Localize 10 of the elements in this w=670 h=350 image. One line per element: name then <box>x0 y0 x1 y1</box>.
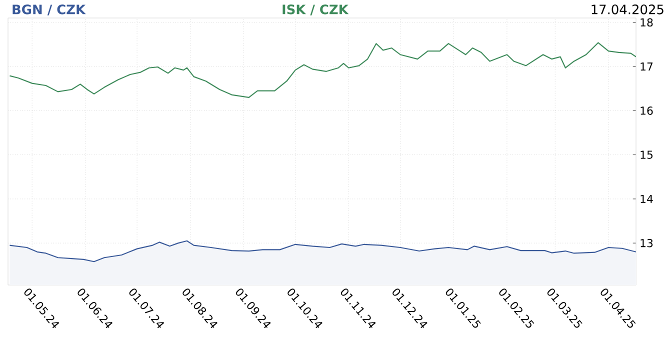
y-tick-label: 16 <box>640 106 653 115</box>
line-series <box>9 42 636 98</box>
text: BGN / CZK <box>12 4 86 16</box>
y-tick-label: 17 <box>640 62 653 71</box>
text: ISK / CZK <box>282 4 349 16</box>
y-tick-label: 14 <box>640 194 653 203</box>
text: 17.04.2025 <box>592 4 664 14</box>
y-tick-label: 18 <box>640 18 653 27</box>
y-tick-label: 15 <box>640 150 653 159</box>
y-tick-label: 13 <box>640 238 653 248</box>
